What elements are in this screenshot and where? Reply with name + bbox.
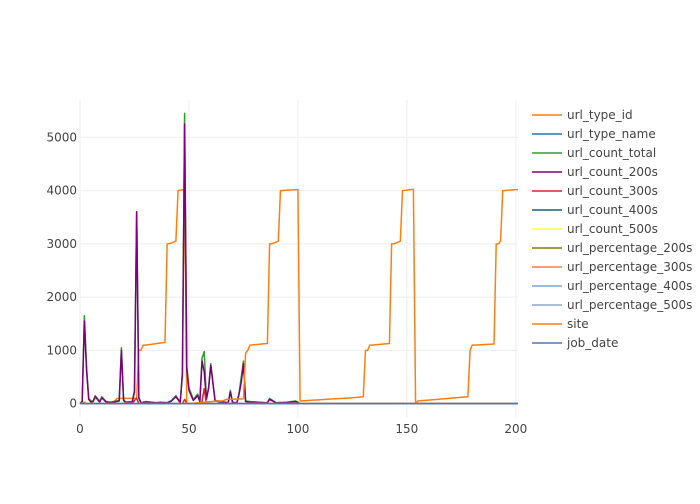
legend-label: job_date (566, 336, 618, 350)
x-tick-label: 150 (395, 422, 418, 436)
legend-item[interactable]: url_percentage_300s (532, 260, 692, 274)
y-tick-label: 4000 (46, 184, 77, 198)
y-tick-label: 3000 (46, 237, 77, 251)
x-tick-label: 0 (76, 422, 84, 436)
legend-item[interactable]: url_count_300s (532, 184, 658, 198)
legend-label: site (567, 317, 589, 331)
legend-item[interactable]: url_type_id (532, 108, 633, 122)
legend-label: url_count_400s (567, 203, 658, 217)
legend-label: url_percentage_300s (567, 260, 692, 274)
legend-item[interactable]: url_count_total (532, 146, 656, 160)
axes: 0 1000 2000 3000 4000 5000 0 50 100 150 200 (46, 130, 527, 436)
legend-label: url_percentage_200s (567, 241, 692, 255)
legend-label: url_type_id (567, 108, 633, 122)
plot-area (79, 112, 519, 405)
legend-label: url_count_300s (567, 184, 658, 198)
y-tick-label: 0 (69, 397, 77, 411)
legend-item[interactable]: url_count_200s (532, 165, 658, 179)
y-tick-label: 5000 (46, 130, 77, 144)
x-tick-label: 100 (286, 422, 309, 436)
legend-item[interactable]: url_percentage_200s (532, 241, 692, 255)
series-line-site (188, 188, 519, 405)
y-tick-label: 1000 (46, 343, 77, 357)
legend-label: url_percentage_500s (567, 298, 692, 312)
legend-item[interactable]: url_percentage_500s (532, 298, 692, 312)
series-line-url-count-300s (80, 388, 516, 405)
legend-label: url_percentage_400s (567, 279, 692, 293)
legend-item[interactable]: url_count_500s (532, 222, 658, 236)
legend-item[interactable]: url_percentage_400s (532, 279, 692, 293)
legend-label: url_count_total (567, 146, 656, 160)
legend-item[interactable]: job_date (532, 336, 618, 350)
legend-label: url_type_name (567, 127, 656, 141)
y-tick-label: 2000 (46, 290, 77, 304)
x-tick-label: 200 (504, 422, 527, 436)
series-line-url-count-200s (79, 123, 518, 405)
legend-label: url_count_500s (567, 222, 658, 236)
x-tick-label: 50 (181, 422, 196, 436)
legend-item[interactable]: url_type_name (532, 127, 656, 141)
legend-item[interactable]: url_count_400s (532, 203, 658, 217)
legend-label: url_count_200s (567, 165, 658, 179)
legend: url_type_id url_type_name url_count_totalu… (532, 108, 692, 350)
legend-item[interactable]: site (532, 317, 589, 331)
